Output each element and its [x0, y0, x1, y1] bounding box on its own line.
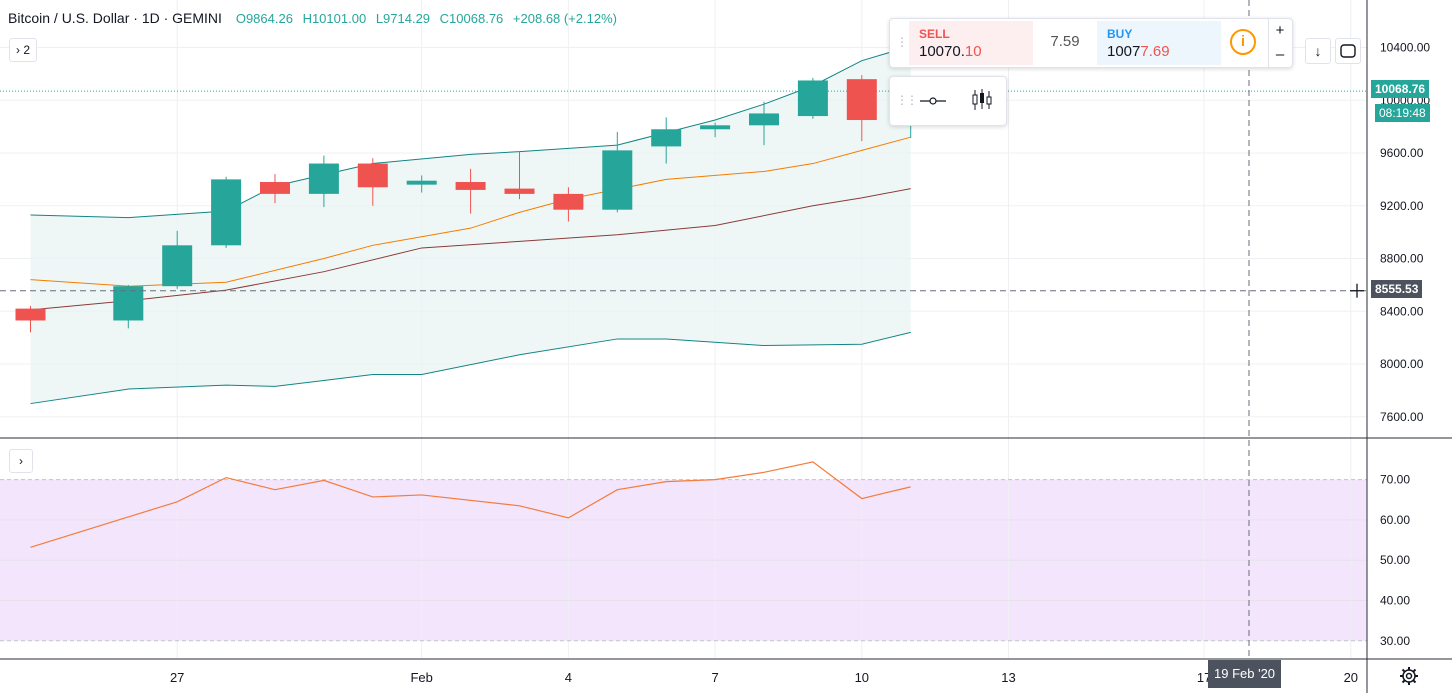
rsi-tick-label: 60.00 [1380, 513, 1410, 527]
time-tick-label: 17 [1197, 670, 1211, 685]
rsi-tick-label: 70.00 [1380, 473, 1410, 487]
candle-body [15, 308, 46, 321]
quantity-stepper: + – [1268, 19, 1291, 67]
buy-button[interactable]: BUY 10077.69 [1097, 21, 1221, 65]
price-tick-label: 8800.00 [1380, 252, 1424, 266]
candle-body [260, 182, 290, 194]
rsi-tick-label: 40.00 [1380, 594, 1410, 608]
bollinger-lower-line [30, 331, 911, 405]
candle-body [455, 182, 486, 190]
buy-price-main: 1007 [1107, 43, 1141, 60]
candle-body [357, 163, 388, 188]
time-tick-label: 27 [170, 670, 184, 685]
settings-gear-icon[interactable] [1398, 665, 1420, 687]
sell-price: 10070.10 [919, 43, 982, 60]
candle-body [553, 193, 584, 210]
sell-label: SELL [919, 27, 950, 41]
ohlc-values: O9864.26 H10101.00 L9714.29 C10068.76 +2… [236, 11, 623, 26]
candle-body [797, 80, 828, 117]
info-icon[interactable]: i [1230, 29, 1256, 55]
indicator-legend-toggle[interactable]: › 2 [9, 38, 37, 62]
candle-body [113, 286, 144, 321]
time-tick-label: 7 [711, 670, 718, 685]
high-value: H10101.00 [302, 11, 367, 26]
scroll-down-icon[interactable]: ↓ [1305, 38, 1331, 64]
sell-button[interactable]: SELL 10070.10 [909, 21, 1033, 65]
buy-price-pips: 7.69 [1140, 43, 1170, 60]
drawing-toolbar: ⋮⋮ [889, 76, 1007, 126]
candle-body [602, 150, 633, 210]
candle-body [749, 113, 779, 126]
price-tick-label: 9600.00 [1380, 146, 1424, 160]
close-value: C10068.76 [439, 11, 504, 26]
crosshair-date-label: 19 Feb '20 [1208, 660, 1282, 688]
plus-button[interactable]: + [1275, 22, 1285, 39]
low-value: L9714.29 [375, 11, 431, 26]
candle-body [846, 79, 877, 121]
moving-average-line [30, 188, 911, 311]
price-tick-label: 10400.00 [1380, 41, 1430, 55]
candle-body [406, 180, 437, 185]
rsi-tick-label: 30.00 [1380, 634, 1410, 648]
candle-body [504, 188, 535, 194]
crosshair-price-label: 8555.53 [1371, 280, 1423, 298]
candles-style-icon[interactable] [970, 87, 994, 113]
candle-body [700, 125, 731, 130]
price-tick-label: 7600.00 [1380, 410, 1424, 424]
toolbar-drag-handle-icon[interactable]: ⋮⋮ [896, 93, 918, 107]
time-tick-label: 20 [1344, 670, 1358, 685]
candle-body [308, 163, 339, 194]
price-tick-label: 8000.00 [1380, 357, 1424, 371]
buy-label: BUY [1107, 27, 1133, 41]
chart-header: Bitcoin / U.S. Dollar · 1D · GEMINI O986… [8, 10, 623, 26]
last-price-label: 10068.76 [1371, 80, 1430, 98]
time-tick-label: Feb [410, 670, 432, 685]
spread-value: 7.59 [1050, 33, 1080, 50]
sell-price-main: 10070. [919, 43, 965, 60]
price-tick-label: 8400.00 [1380, 304, 1424, 318]
sell-price-pips: 10 [964, 43, 982, 60]
time-tick-label: 13 [1001, 670, 1015, 685]
change-value: +208.68 (+2.12%) [512, 11, 617, 26]
bollinger-basis-line [30, 136, 911, 287]
candle-body [211, 179, 242, 246]
bar-countdown-label: 08:19:48 [1375, 104, 1430, 122]
line-style-icon[interactable] [918, 91, 948, 111]
candle-body [651, 129, 682, 147]
rsi-tick-label: 50.00 [1380, 553, 1410, 567]
candle-body [162, 245, 193, 287]
price-tick-label: 9200.00 [1380, 199, 1424, 213]
rsi-line [30, 461, 911, 548]
trade-panel: ⋮⋮ SELL 10070.10 7.59 BUY 10077.69 i + – [889, 18, 1293, 68]
time-tick-label: 10 [855, 670, 869, 685]
time-tick-label: 4 [565, 670, 572, 685]
open-value: O9864.26 [235, 11, 293, 26]
fullscreen-icon[interactable] [1335, 38, 1361, 64]
bollinger-band-fill [30, 46, 911, 404]
buy-price: 10077.69 [1107, 43, 1170, 60]
symbol-title[interactable]: Bitcoin / U.S. Dollar · 1D · GEMINI [8, 10, 222, 26]
minus-button[interactable]: – [1275, 46, 1285, 63]
rsi-legend-toggle[interactable]: › [9, 449, 33, 473]
